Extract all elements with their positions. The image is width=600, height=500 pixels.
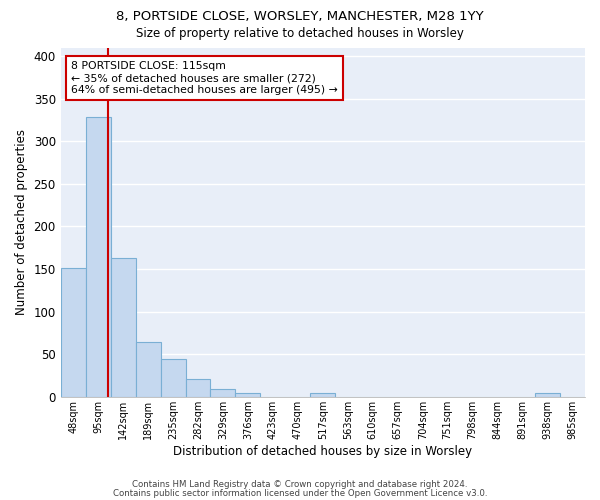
Bar: [61, 268, 86, 397]
X-axis label: Distribution of detached houses by size in Worsley: Distribution of detached houses by size …: [173, 444, 472, 458]
Y-axis label: Number of detached properties: Number of detached properties: [15, 129, 28, 315]
Text: Contains HM Land Registry data © Crown copyright and database right 2024.: Contains HM Land Registry data © Crown c…: [132, 480, 468, 489]
Bar: [185, 379, 211, 397]
Bar: [535, 394, 560, 397]
Bar: [136, 342, 161, 397]
Bar: [86, 118, 110, 397]
Bar: [310, 392, 335, 397]
Text: Contains public sector information licensed under the Open Government Licence v3: Contains public sector information licen…: [113, 488, 487, 498]
Text: 8 PORTSIDE CLOSE: 115sqm
← 35% of detached houses are smaller (272)
64% of semi-: 8 PORTSIDE CLOSE: 115sqm ← 35% of detach…: [71, 62, 338, 94]
Bar: [235, 394, 260, 397]
Text: Size of property relative to detached houses in Worsley: Size of property relative to detached ho…: [136, 28, 464, 40]
Text: 8, PORTSIDE CLOSE, WORSLEY, MANCHESTER, M28 1YY: 8, PORTSIDE CLOSE, WORSLEY, MANCHESTER, …: [116, 10, 484, 23]
Bar: [211, 389, 235, 397]
Bar: [161, 360, 185, 397]
Bar: [110, 258, 136, 397]
